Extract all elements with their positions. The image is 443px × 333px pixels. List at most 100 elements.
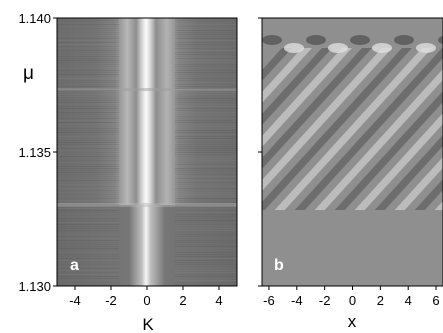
noise-streak: [175, 198, 237, 199]
noise-streak: [175, 162, 237, 163]
noise-streak: [57, 58, 119, 59]
noise-streak: [175, 72, 237, 73]
noise-streak: [175, 218, 237, 219]
noise-streak: [57, 102, 119, 103]
noise-streak: [57, 128, 119, 129]
noise-streak: [57, 242, 119, 243]
x-tick-label: -2: [105, 293, 117, 308]
noise-streak: [57, 224, 119, 225]
noise-streak: [175, 48, 237, 49]
noise-streak: [175, 56, 237, 57]
noise-streak: [57, 154, 119, 155]
noise-streak: [175, 32, 237, 33]
noise-streak: [57, 38, 119, 39]
noise-streak: [57, 250, 119, 251]
panel-b-label: b: [274, 257, 284, 274]
noise-streak: [57, 124, 119, 125]
noise-streak: [175, 234, 237, 235]
noise-streak: [57, 182, 119, 183]
noise-streak: [57, 106, 119, 107]
fringe-band: [262, 48, 432, 235]
noise-streak: [57, 246, 119, 247]
noise-streak: [57, 278, 119, 279]
noise-streak: [175, 24, 237, 25]
noise-streak: [57, 74, 119, 75]
noise-streak: [175, 274, 237, 275]
noise-streak: [175, 172, 237, 173]
noise-streak: [57, 90, 119, 91]
noise-streak: [57, 20, 119, 21]
noise-streak: [175, 240, 237, 241]
noise-streak: [175, 130, 237, 131]
panel-a-label: a: [70, 257, 79, 274]
noise-streak: [175, 208, 237, 209]
noise-streak: [175, 206, 237, 207]
noise-streak: [57, 122, 119, 123]
noise-streak: [175, 70, 237, 71]
noise-streak: [57, 158, 119, 159]
noise-streak: [57, 148, 119, 149]
noise-streak: [175, 270, 237, 271]
noise-streak: [57, 46, 119, 47]
fringe-band: [262, 48, 292, 81]
noise-streak: [175, 260, 237, 261]
noise-streak: [175, 284, 237, 285]
noise-streak: [175, 82, 237, 83]
noise-streak: [175, 254, 237, 255]
noise-streak: [57, 236, 119, 237]
panel-a: a 1.140 1.135 1.130 -4 -2 0 2 4 μ K: [18, 11, 238, 333]
noise-streak: [57, 114, 119, 115]
noise-streak: [175, 186, 237, 187]
noise-streak: [57, 146, 119, 147]
noise-streak: [57, 190, 119, 191]
noise-streak: [175, 94, 237, 95]
noise-streak: [175, 136, 237, 137]
noise-streak: [57, 240, 119, 241]
noise-streak: [57, 204, 119, 205]
noise-streak: [175, 158, 237, 159]
noise-streak: [57, 230, 119, 231]
noise-streak: [57, 132, 119, 133]
fringe-band: [262, 48, 412, 213]
noise-streak: [57, 178, 119, 179]
noise-streak: [57, 68, 119, 69]
noise-streak: [175, 60, 237, 61]
noise-streak: [57, 28, 119, 29]
noise-streak: [175, 80, 237, 81]
noise-streak: [175, 52, 237, 53]
noise-streak: [57, 104, 119, 105]
noise-streak: [57, 284, 119, 285]
noise-streak: [175, 262, 237, 263]
noise-streak: [175, 124, 237, 125]
noise-streak: [57, 82, 119, 83]
noise-streak: [57, 138, 119, 139]
noise-streak: [175, 230, 237, 231]
noise-streak: [175, 148, 237, 149]
noise-streak: [175, 100, 237, 101]
noise-streak: [57, 256, 119, 257]
noise-streak: [175, 174, 237, 175]
noise-streak: [175, 212, 237, 213]
noise-streak: [57, 184, 119, 185]
noise-streak: [175, 266, 237, 267]
noise-streak: [175, 170, 237, 171]
noise-streak: [175, 40, 237, 41]
fringe-band: [262, 48, 392, 191]
noise-streak: [175, 50, 237, 51]
noise-streak: [57, 232, 119, 233]
noise-streak: [175, 112, 237, 113]
noise-streak: [175, 272, 237, 273]
y-tick-label: 1.135: [18, 145, 51, 160]
noise-streak: [175, 252, 237, 253]
noise-streak: [57, 156, 119, 157]
noise-streak: [57, 42, 119, 43]
noise-streak: [175, 128, 237, 129]
noise-streak: [175, 196, 237, 197]
noise-streak: [57, 272, 119, 273]
noise-streak: [175, 224, 237, 225]
noise-streak: [57, 136, 119, 137]
fringe-band: [262, 48, 443, 246]
fringe-blob: [416, 43, 436, 53]
noise-streak: [175, 78, 237, 79]
